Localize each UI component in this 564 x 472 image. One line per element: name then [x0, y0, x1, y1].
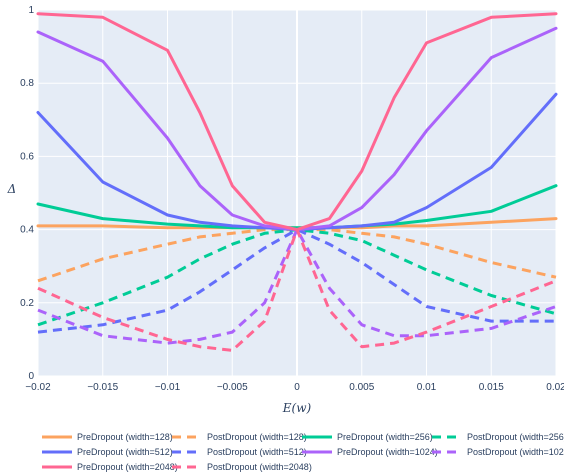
series-line — [37, 228, 557, 352]
legend-label: PreDropout (width=512) — [77, 447, 173, 457]
legend-item[interactable]: PostDropout (width=128) — [172, 432, 307, 442]
legend-item[interactable]: PostDropout (width=1024) — [432, 447, 564, 457]
legend-item[interactable]: PreDropout (width=128) — [42, 432, 173, 442]
legend-label: PreDropout (width=2048) — [77, 462, 178, 472]
y-axis-title: Δ — [7, 182, 17, 196]
y-tick-label: 0.4 — [20, 225, 34, 236]
legend-label: PostDropout (width=2048) — [207, 462, 312, 472]
legend-item[interactable]: PreDropout (width=512) — [42, 447, 173, 457]
legend-item[interactable]: PreDropout (width=1024) — [302, 447, 438, 457]
x-axis-title: E(w) — [282, 401, 312, 415]
legend-label: PostDropout (width=1024) — [467, 447, 564, 457]
y-tick-label: 0.8 — [20, 78, 34, 89]
x-tick-label: −0.015 — [87, 382, 118, 393]
grid-lines — [37, 9, 557, 377]
legend-item[interactable]: PostDropout (width=512) — [172, 447, 307, 457]
legend-label: PreDropout (width=1024) — [337, 447, 438, 457]
legend-label: PostDropout (width=256) — [467, 432, 564, 442]
legend-label: PreDropout (width=128) — [77, 432, 173, 442]
legend-item[interactable]: PreDropout (width=2048) — [42, 462, 178, 472]
series-line — [37, 228, 557, 283]
tick-labels: −0.02 −0.015 −0.01 −0.005 0 0.005 0.01 0.015 0.0… — [20, 5, 564, 393]
series-line — [36, 184, 558, 230]
legend-label: PostDropout (width=128) — [207, 432, 307, 442]
y-tick-label: 1 — [28, 5, 34, 16]
legend-item[interactable]: PreDropout (width=256) — [302, 432, 433, 442]
x-tick-label: −0.01 — [155, 382, 181, 393]
y-tick-label: 0.2 — [20, 298, 34, 309]
y-tick-label: 0.6 — [20, 151, 34, 162]
series-line — [37, 228, 556, 334]
x-tick-label: 0.01 — [417, 382, 437, 393]
y-tick-label: 0 — [28, 371, 34, 382]
x-tick-label: −0.005 — [217, 382, 248, 393]
x-tick-label: 0 — [294, 382, 300, 393]
legend-item[interactable]: PostDropout (width=256) — [432, 432, 564, 442]
legend-label: PreDropout (width=256) — [337, 432, 433, 442]
x-tick-label: 0.005 — [349, 382, 374, 393]
x-tick-label: 0.015 — [479, 382, 504, 393]
series-layer — [36, 12, 558, 352]
legend-item[interactable]: PostDropout (width=2048) — [172, 462, 312, 472]
x-tick-label: −0.02 — [25, 382, 51, 393]
x-tick-label: 0.02 — [546, 382, 564, 393]
legend-label: PostDropout (width=512) — [207, 447, 307, 457]
legend: PreDropout (width=128) PostDropout (width… — [42, 432, 564, 472]
